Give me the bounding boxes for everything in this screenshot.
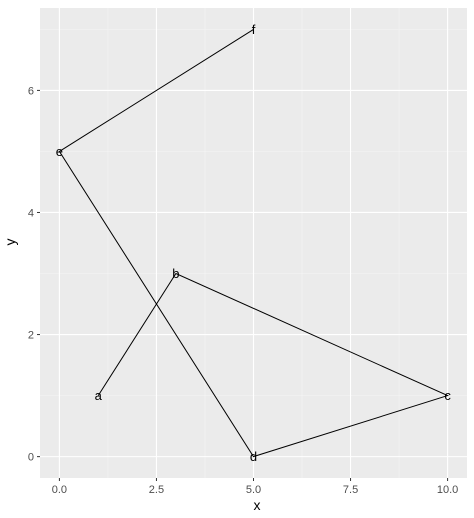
y-tick-label: 4 xyxy=(28,207,34,219)
point-label-b: b xyxy=(172,266,179,281)
x-tick-label: 0.0 xyxy=(52,484,67,496)
x-axis-title: x xyxy=(254,497,261,513)
series-path xyxy=(58,28,450,458)
x-tick-label: 7.5 xyxy=(343,484,358,496)
point-label-e: e xyxy=(56,144,63,159)
y-tick-label: 0 xyxy=(28,452,34,464)
point-label-d: d xyxy=(250,449,257,464)
x-tick-label: 10.0 xyxy=(437,484,458,496)
point-label-a: a xyxy=(95,388,103,403)
y-tick-label: 6 xyxy=(28,85,34,97)
y-axis: 0 2 4 6 xyxy=(28,85,40,464)
x-tick-label: 2.5 xyxy=(149,484,164,496)
y-axis-title: y xyxy=(2,239,18,246)
x-tick-label: 5.0 xyxy=(246,484,261,496)
x-axis: 0.0 2.5 5.0 7.5 10.0 xyxy=(52,478,458,496)
point-label-f: f xyxy=(252,22,256,37)
point-label-c: c xyxy=(444,388,451,403)
y-tick-label: 2 xyxy=(28,330,34,342)
series-line xyxy=(58,28,450,458)
point-labels: a b c d e f xyxy=(56,22,452,464)
